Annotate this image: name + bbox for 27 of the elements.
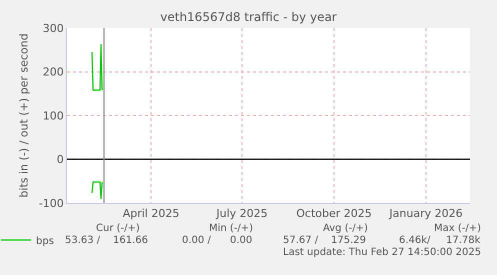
legend-label: bps xyxy=(36,236,54,247)
y-tick-label: 200 xyxy=(42,66,64,79)
chart-title: veth16567d8 traffic - by year xyxy=(160,10,337,24)
x-tick-label: January 2026 xyxy=(388,207,463,220)
y-tick-label: -100 xyxy=(38,196,64,210)
text: 57.67 / xyxy=(283,235,319,246)
line-series xyxy=(91,44,104,91)
y-tick-label: 100 xyxy=(42,109,64,122)
text: Last update: Thu Feb 27 14:50:00 2025 xyxy=(283,247,482,258)
y-axis-title: bits in (-) / out (+) per second xyxy=(17,33,30,198)
y-tick-label: 0 xyxy=(56,153,64,166)
text: 175.29 xyxy=(331,235,366,246)
text: 0.00 xyxy=(230,235,252,246)
text: Min (-/+) xyxy=(209,223,254,234)
line-series xyxy=(91,181,104,200)
text: 53.63 / xyxy=(65,235,101,246)
text: Cur (-/+) xyxy=(96,223,140,234)
x-tick-label: April 2025 xyxy=(122,207,180,220)
x-tick-label: July 2025 xyxy=(215,207,268,220)
text: Max (-/+) xyxy=(434,223,482,234)
text: 17.78k xyxy=(446,235,481,246)
x-tick-label: October 2025 xyxy=(296,207,372,220)
text: 0.00 / xyxy=(182,235,212,246)
text: 161.66 xyxy=(113,235,148,246)
text: Avg (-/+) xyxy=(323,223,368,234)
y-tick-label: 300 xyxy=(42,22,64,35)
text: 6.46k/ xyxy=(399,235,432,246)
